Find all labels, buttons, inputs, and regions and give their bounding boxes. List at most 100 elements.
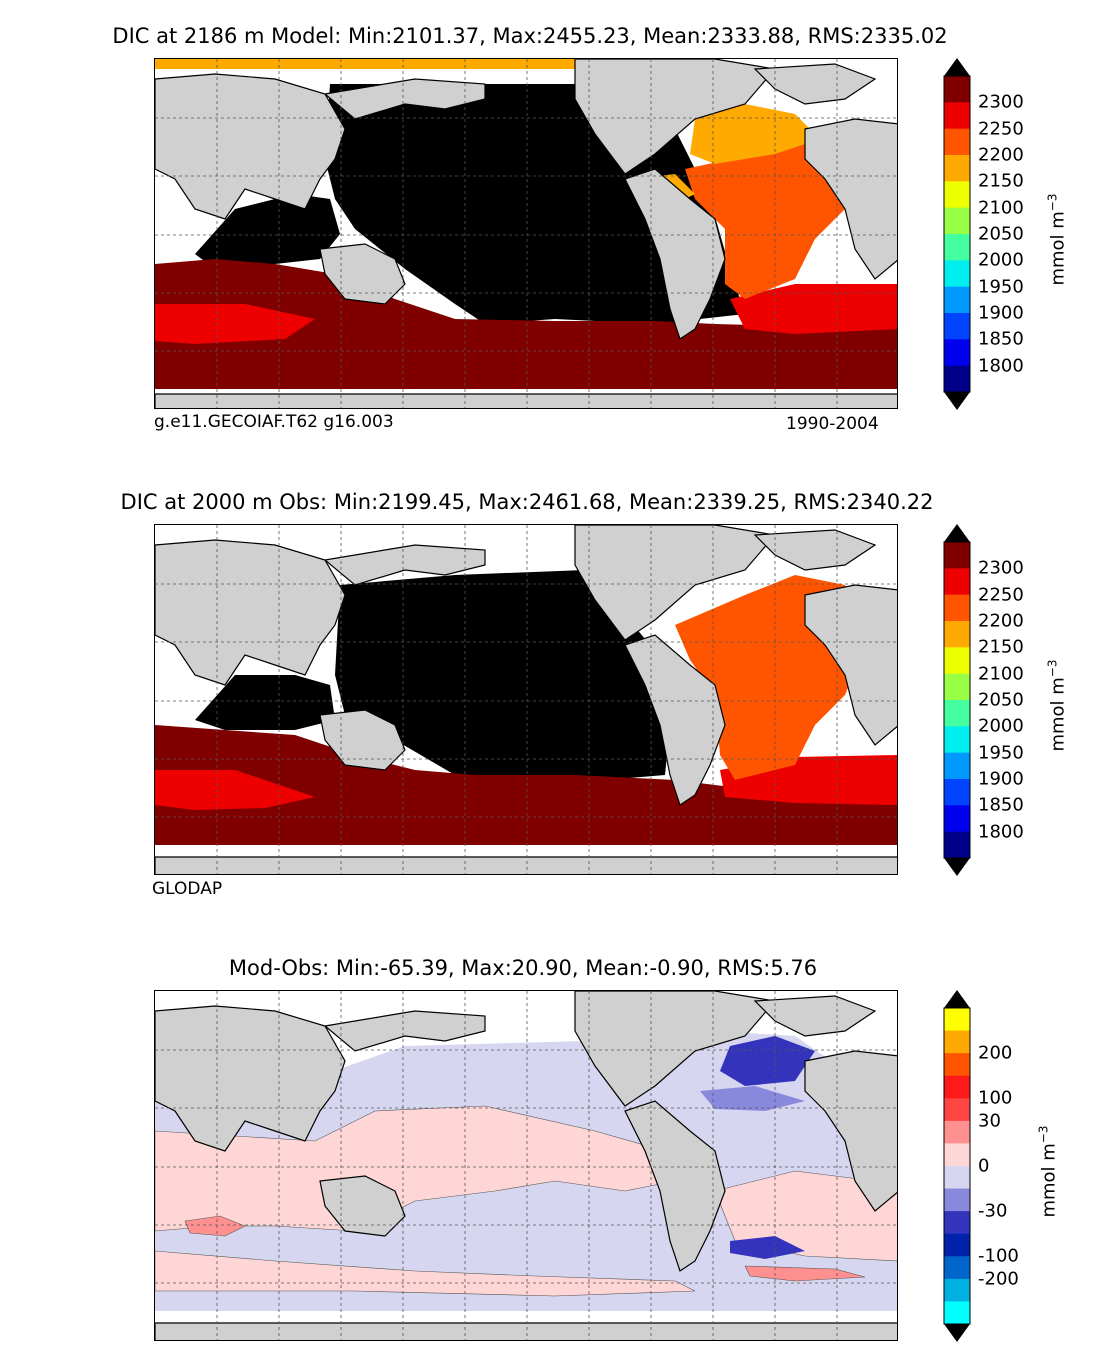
- colorbar-tick-label: 2250: [978, 118, 1024, 140]
- colorbar-segment: [944, 313, 970, 340]
- colorbar-tick-label: 2200: [978, 610, 1024, 632]
- north-atlantic-strong-negative: [720, 1036, 815, 1086]
- continents: [155, 59, 897, 408]
- south-atlantic-strong-negative: [730, 1236, 805, 1259]
- gridlines: [155, 991, 897, 1340]
- colorbar-segment: [944, 155, 970, 182]
- colorbar-tick-label: 2050: [978, 689, 1024, 711]
- panel-3-map-canvas: [155, 991, 897, 1340]
- colorbar-tick-label: 1950: [978, 276, 1024, 298]
- colorbar-segment: [944, 1120, 970, 1144]
- panel-3-map: [154, 990, 898, 1341]
- indian-region: [195, 675, 335, 730]
- panel-1-map: [154, 58, 898, 409]
- north-atlantic-region: [690, 104, 820, 164]
- colorbar-tick-label: 0: [978, 1155, 990, 1177]
- panel-3-colorbar: [943, 990, 971, 1342]
- colorbar-tick-label: 200: [978, 1042, 1013, 1064]
- panel-2-colorbar-unit: mmol m−3: [1045, 659, 1069, 752]
- colorbar-over-arrow: [944, 58, 970, 76]
- colorbar-segment: [944, 1030, 970, 1054]
- panel-1-title: DIC at 2186 m Model: Min:2101.37, Max:24…: [112, 24, 948, 48]
- colorbar-segment: [944, 726, 970, 754]
- colorbar-segment: [944, 1256, 970, 1280]
- panel-1-right-caption: 1990-2004: [786, 414, 879, 434]
- colorbar-tick-label: 1900: [978, 302, 1024, 324]
- colorbar-tick-label: 2100: [978, 663, 1024, 685]
- colorbar-tick-label: 2150: [978, 636, 1024, 658]
- colorbar-tick-label: 1850: [978, 328, 1024, 350]
- panel-2-colorbar-svg: [943, 524, 971, 876]
- colorbar-tick-label: 100: [978, 1087, 1013, 1109]
- colorbar-tick-label: -30: [978, 1200, 1008, 1222]
- panel-2-map: [154, 524, 898, 875]
- colorbar-segment: [944, 1098, 970, 1122]
- colorbar-segment: [944, 339, 970, 367]
- colorbar-segment: [944, 594, 970, 622]
- panel-1-colorbar: [943, 58, 971, 410]
- colorbar-tick-label: 2300: [978, 91, 1024, 113]
- colorbar-tick-label: 2300: [978, 557, 1024, 579]
- colorbar-tick-label: 2150: [978, 170, 1024, 192]
- colorbar-tick-label: 2250: [978, 584, 1024, 606]
- colorbar-segment: [944, 365, 970, 393]
- colorbar-segment: [944, 1008, 970, 1032]
- colorbar-segment: [944, 647, 970, 675]
- pacific-region: [335, 570, 675, 780]
- colorbar-over-arrow: [944, 524, 970, 542]
- colorbar-tick-label: 1900: [978, 768, 1024, 790]
- colorbar-segment: [944, 1278, 970, 1302]
- colorbar-tick-label: 2200: [978, 144, 1024, 166]
- colorbar-segment: [944, 234, 970, 261]
- colorbar-tick-label: 1950: [978, 742, 1024, 764]
- colorbar-segment: [944, 1188, 970, 1212]
- colorbar-segment: [944, 831, 970, 859]
- south-red-band-1: [155, 304, 315, 344]
- colorbar-segment: [944, 286, 970, 314]
- arctic-band: [155, 59, 585, 69]
- panel-1-map-canvas: [155, 59, 897, 408]
- gridlines: [155, 525, 897, 874]
- colorbar-segment: [944, 102, 970, 130]
- colorbar-tick-label: -200: [978, 1268, 1019, 1290]
- atlantic-region: [685, 139, 855, 299]
- colorbar-outline: [943, 75, 971, 393]
- panel-2-colorbar: [943, 524, 971, 876]
- colorbar-segment: [944, 260, 970, 288]
- panel-3-colorbar-svg: [943, 990, 971, 1342]
- continents: [155, 525, 897, 874]
- indian-positive-spot: [184, 1215, 246, 1237]
- colorbar-segment: [944, 805, 970, 833]
- colorbar-tick-label: 30: [978, 1110, 1001, 1132]
- panel-1-colorbar-svg: [943, 58, 971, 410]
- positive-diff-region-3: [155, 1250, 696, 1297]
- colorbar-segment: [944, 207, 970, 235]
- colorbar-tick-label: -100: [978, 1245, 1019, 1267]
- colorbar-segment: [944, 568, 970, 596]
- colorbar-segment: [944, 1233, 970, 1257]
- north-atlantic-negative: [700, 1086, 805, 1111]
- colorbar-segment: [944, 700, 970, 727]
- colorbar-segment: [944, 752, 970, 780]
- colorbar-segment: [944, 542, 970, 569]
- colorbar-tick-label: 2100: [978, 197, 1024, 219]
- panel-2-title: DIC at 2000 m Obs: Min:2199.45, Max:2461…: [120, 490, 934, 514]
- colorbar-under-arrow: [944, 858, 970, 876]
- colorbar-segment: [944, 181, 970, 209]
- colorbar-tick-label: 1800: [978, 355, 1024, 377]
- colorbar-tick-label: 1850: [978, 794, 1024, 816]
- colorbar-tick-label: 2050: [978, 223, 1024, 245]
- colorbar-segment: [944, 1075, 970, 1099]
- colorbar-over-arrow: [944, 990, 970, 1008]
- panel-2-map-canvas: [155, 525, 897, 874]
- colorbar-under-arrow: [944, 392, 970, 410]
- panel-2-left-caption: GLODAP: [152, 879, 223, 899]
- colorbar-under-arrow: [944, 1324, 970, 1342]
- colorbar-segment: [944, 673, 970, 701]
- colorbar-segment: [944, 128, 970, 156]
- south-red-band-1: [155, 770, 315, 810]
- colorbar-segment: [944, 1143, 970, 1167]
- colorbar-segment: [944, 779, 970, 806]
- colorbar-segment: [944, 1053, 970, 1077]
- colorbar-segment: [944, 621, 970, 648]
